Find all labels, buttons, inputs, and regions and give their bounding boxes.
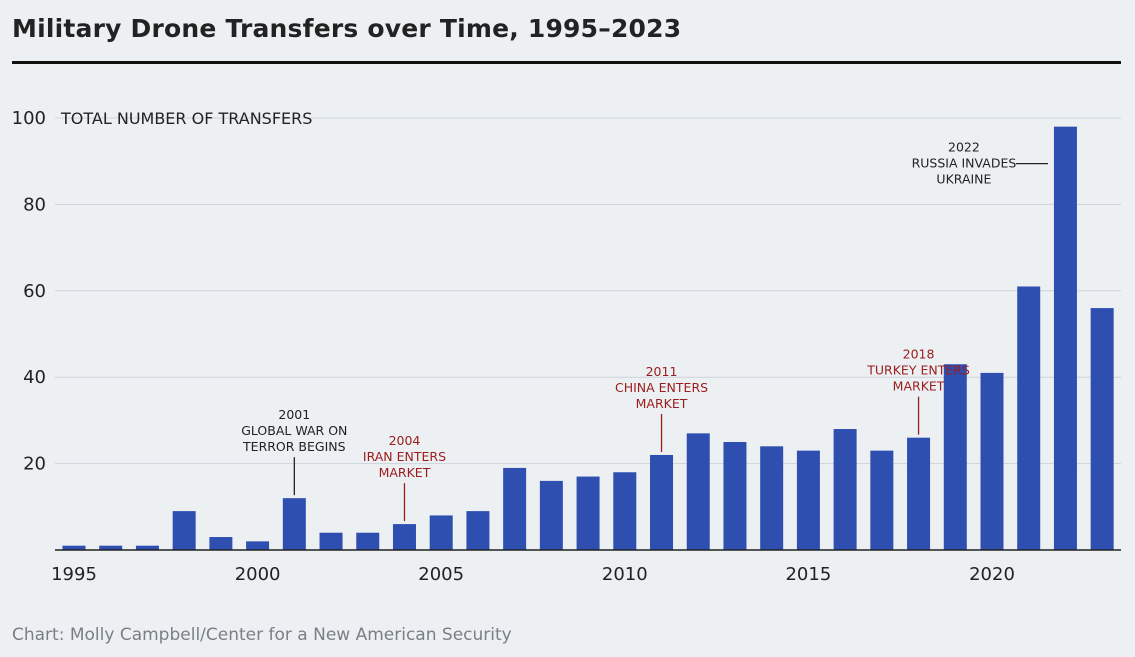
annotation-2018-line-1: TURKEY ENTERS xyxy=(866,363,970,378)
bar-1997 xyxy=(135,545,159,550)
gridlines xyxy=(55,117,1121,465)
bar-chart: 20 40 60 80 100 TOTAL NUMBER OF TRANSFERS 1995… xyxy=(12,108,1121,585)
bar-2014 xyxy=(760,446,784,550)
annotation-2022-line-1: RUSSIA INVADES xyxy=(912,156,1017,171)
bar-2023 xyxy=(1090,308,1114,550)
bar-2015 xyxy=(796,450,820,550)
annotation-2001-line-1: GLOBAL WAR ON xyxy=(241,423,347,438)
bar-1996 xyxy=(99,545,123,550)
y-tick-label-60: 60 xyxy=(23,281,46,302)
y-tick-label-100: 100 xyxy=(12,108,46,129)
bar-2004 xyxy=(392,524,416,550)
annotation-2011-line-0: 2011 xyxy=(646,364,678,379)
annotation-2004-line-1: IRAN ENTERS xyxy=(363,449,446,464)
bar-2021 xyxy=(1017,286,1041,550)
x-tick-label-2010: 2010 xyxy=(602,564,648,585)
x-tick-label-2015: 2015 xyxy=(785,564,831,585)
bar-2007 xyxy=(503,467,527,550)
bar-2017 xyxy=(870,450,894,550)
source-credit: Chart: Molly Campbell/Center for a New A… xyxy=(12,625,512,645)
bar-2000 xyxy=(246,541,270,550)
y-tick-label-20: 20 xyxy=(23,454,46,475)
y-axis-label: TOTAL NUMBER OF TRANSFERS xyxy=(60,109,312,128)
annotation-2011-line-1: CHINA ENTERS xyxy=(615,380,708,395)
bar-2019 xyxy=(943,364,967,550)
x-tick-label-1995: 1995 xyxy=(51,564,97,585)
bar-2010 xyxy=(613,472,637,550)
bar-1995 xyxy=(62,545,86,550)
annotation-2004-line-0: 2004 xyxy=(389,433,421,448)
bar-2012 xyxy=(686,433,710,550)
bar-1998 xyxy=(172,511,196,550)
annotation-2001-line-2: TERROR BEGINS xyxy=(242,439,346,454)
annotation-2011-line-2: MARKET xyxy=(636,396,688,411)
annotation-2022-line-0: 2022 xyxy=(948,140,980,155)
y-tick-label-40: 40 xyxy=(23,367,46,388)
bar-1999 xyxy=(209,537,233,550)
annotation-2022-line-2: UKRAINE xyxy=(936,172,991,187)
annotation-2018-line-2: MARKET xyxy=(893,379,945,394)
bar-2001 xyxy=(282,498,306,550)
bar-2002 xyxy=(319,532,343,550)
bar-2018 xyxy=(907,437,931,550)
y-tick-label-80: 80 xyxy=(23,194,46,215)
bar-2009 xyxy=(576,476,600,550)
annotation-2018-line-0: 2018 xyxy=(903,347,935,362)
chart-title: Military Drone Transfers over Time, 1995… xyxy=(12,14,682,43)
bar-2013 xyxy=(723,442,747,550)
bars xyxy=(62,126,1114,550)
axes: 20 40 60 80 100 TOTAL NUMBER OF TRANSFERS 1995… xyxy=(12,108,1121,585)
bar-2005 xyxy=(429,515,453,550)
bar-2006 xyxy=(466,511,490,550)
annotation-2001-line-0: 2001 xyxy=(278,407,310,422)
bar-2020 xyxy=(980,372,1004,550)
title-divider xyxy=(12,61,1121,64)
bar-2016 xyxy=(833,429,857,550)
bar-2008 xyxy=(539,480,563,550)
bar-2011 xyxy=(650,454,674,550)
x-tick-label-2005: 2005 xyxy=(418,564,464,585)
x-tick-label-2020: 2020 xyxy=(969,564,1015,585)
bar-2003 xyxy=(356,532,380,550)
annotation-2004-line-2: MARKET xyxy=(379,465,431,480)
x-tick-label-2000: 2000 xyxy=(235,564,281,585)
bar-2022 xyxy=(1053,126,1077,550)
